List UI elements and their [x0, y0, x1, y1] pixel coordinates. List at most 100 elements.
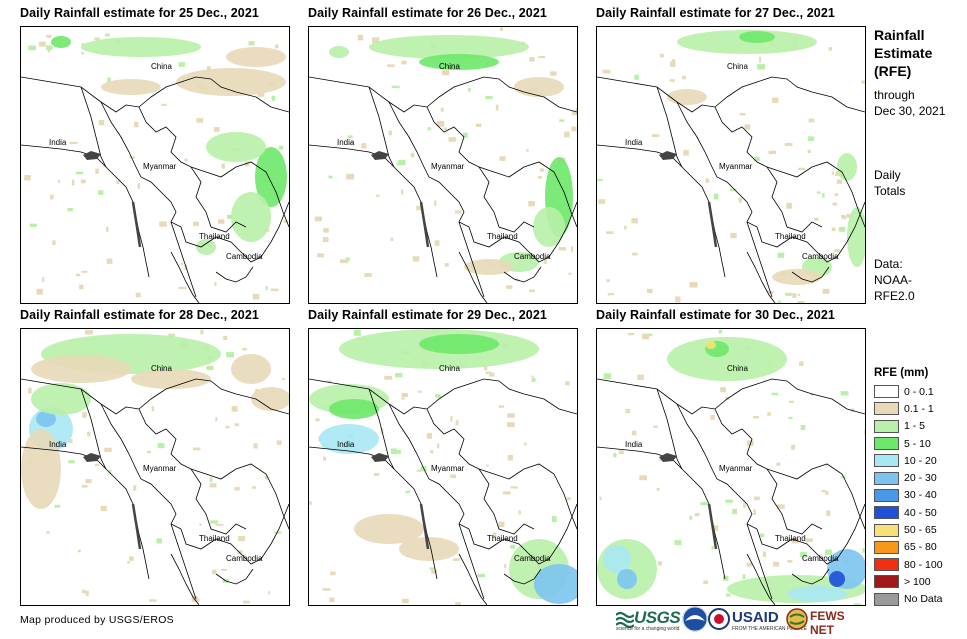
- rain-speckle: [821, 490, 826, 493]
- panel-title: Daily Rainfall estimate for 25 Dec., 202…: [20, 6, 259, 20]
- through-label: through: [874, 88, 915, 102]
- rain-speckle: [196, 118, 204, 123]
- rain-speckle: [791, 444, 795, 450]
- rain-area: [131, 369, 211, 389]
- panel-title: Daily Rainfall estimate for 30 Dec., 202…: [596, 308, 835, 322]
- rain-speckle: [455, 420, 459, 426]
- country-border: [309, 378, 500, 415]
- rain-speckle: [759, 533, 765, 538]
- rain-speckle: [437, 443, 440, 449]
- rain-area: [464, 259, 514, 275]
- rain-speckle: [161, 103, 167, 106]
- rain-speckle: [759, 56, 762, 63]
- heading-line: (RFE): [874, 63, 912, 79]
- fewsnet-logo: FEWS NET: [786, 606, 866, 637]
- daily-line: Daily: [874, 168, 901, 182]
- coastline: [131, 503, 142, 550]
- rain-speckle: [282, 378, 285, 381]
- rain-speckle: [234, 487, 240, 491]
- rain-speckle: [264, 475, 269, 480]
- country-border: [388, 403, 425, 470]
- rain-speckle: [603, 373, 611, 380]
- rain-speckle: [657, 561, 662, 566]
- rain-speckle: [864, 429, 865, 435]
- country-border: [180, 226, 272, 263]
- rain-speckle: [500, 27, 504, 31]
- rain-speckle: [416, 205, 424, 211]
- country-border: [388, 101, 425, 168]
- rain-speckle: [275, 44, 279, 49]
- coastline: [707, 201, 718, 248]
- rain-speckle: [792, 293, 797, 298]
- heading-line: Rainfall: [874, 27, 925, 43]
- rain-speckle: [135, 292, 141, 298]
- country-border: [503, 568, 542, 585]
- rain-speckle: [613, 453, 617, 458]
- rain-speckle: [647, 333, 653, 337]
- rain-speckle: [330, 571, 336, 576]
- country-border: [309, 446, 438, 580]
- rain-speckle: [134, 121, 139, 128]
- country-border: [766, 161, 865, 228]
- rain-speckle: [800, 552, 807, 558]
- country-border: [746, 523, 773, 600]
- rain-speckle: [395, 373, 403, 378]
- rain-speckle: [450, 415, 453, 422]
- country-border: [756, 528, 848, 565]
- country-border: [190, 161, 289, 228]
- rain-speckle: [252, 293, 260, 300]
- rain-speckle: [753, 496, 760, 501]
- rain-speckle: [69, 141, 78, 145]
- rain-area: [319, 424, 379, 454]
- rain-speckle: [129, 156, 136, 159]
- rain-speckle: [137, 183, 140, 189]
- rain-speckle: [87, 431, 91, 437]
- rain-speckle: [181, 262, 184, 265]
- rain-area: [206, 132, 266, 162]
- rain-speckle: [789, 400, 795, 403]
- rain-speckle: [831, 171, 834, 175]
- rain-speckle: [768, 150, 777, 155]
- rain-speckle: [257, 92, 265, 97]
- legend-swatch: [874, 523, 899, 537]
- delta-coast: [371, 453, 389, 462]
- rain-speckle: [209, 483, 217, 488]
- rain-speckle: [550, 71, 557, 76]
- rain-speckle: [361, 143, 367, 149]
- usgs-tagline: science for a changing world: [616, 626, 680, 632]
- rain-speckle: [492, 532, 497, 539]
- country-label-cambodia: Cambodia: [226, 252, 263, 261]
- legend-swatch: [874, 592, 899, 606]
- rain-area: [329, 399, 379, 419]
- rain-speckle: [384, 376, 393, 380]
- rain-speckle: [624, 225, 627, 230]
- rain-speckle: [477, 573, 485, 578]
- country-label-thailand: Thailand: [199, 534, 230, 543]
- rain-speckle: [639, 475, 647, 481]
- country-label-india: India: [625, 440, 643, 449]
- rain-area: [51, 36, 71, 48]
- country-border: [711, 468, 758, 530]
- rain-speckle: [551, 516, 557, 522]
- rain-area: [31, 355, 131, 383]
- rain-speckle: [215, 417, 218, 422]
- rain-speckle: [773, 561, 780, 567]
- legend-swatch: [874, 402, 899, 416]
- rain-speckle: [200, 329, 204, 335]
- usaid-tagline: FROM THE AMERICAN PEOPLE: [732, 626, 807, 632]
- rain-speckle: [559, 119, 565, 122]
- coastline: [419, 201, 430, 248]
- country-border: [483, 498, 535, 535]
- rain-area: [677, 30, 817, 54]
- legend-label: 20 - 30: [904, 472, 937, 485]
- rain-speckle: [435, 394, 441, 398]
- rain-speckle: [396, 450, 402, 454]
- country-border: [426, 106, 490, 198]
- rain-speckle: [350, 141, 354, 145]
- legend-item: 0.1 - 1: [874, 400, 966, 417]
- legend-item: 50 - 65: [874, 521, 966, 538]
- rain-speckle: [210, 520, 218, 524]
- rain-speckle: [193, 447, 201, 451]
- rain-speckle: [209, 477, 213, 483]
- rain-speckle: [743, 503, 746, 508]
